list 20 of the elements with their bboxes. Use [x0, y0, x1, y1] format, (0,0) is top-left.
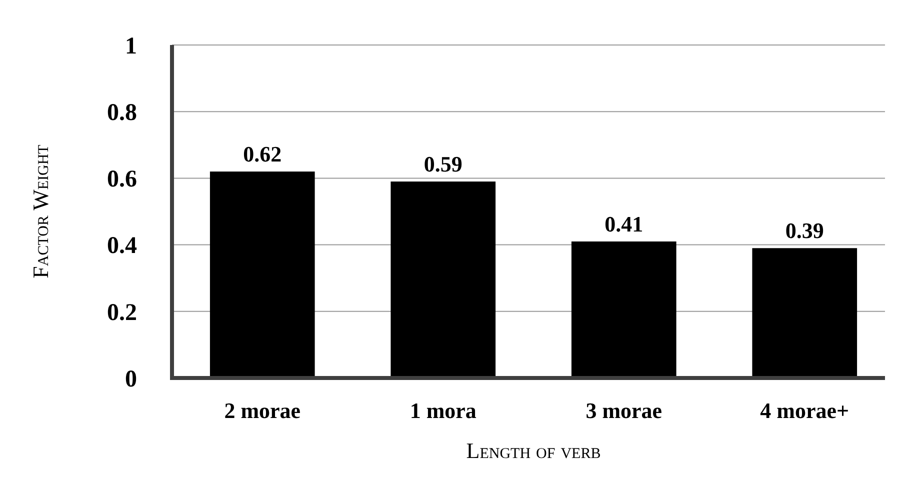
data-label: 0.59	[424, 152, 462, 177]
x-tick-label: 4 morae+	[760, 398, 850, 423]
x-tick-label: 1 mora	[410, 398, 476, 423]
x-tick-label: 2 morae	[224, 398, 301, 423]
y-tick-label: 0.6	[107, 166, 137, 193]
bar	[571, 241, 676, 378]
x-axis-title: Length of verb	[466, 438, 601, 463]
data-label: 0.39	[785, 218, 824, 244]
y-axis-title: Factor Weight	[28, 144, 53, 278]
y-tick-label: 0.2	[107, 300, 137, 326]
bar	[390, 182, 496, 378]
y-tick-label: 0.4	[107, 233, 137, 260]
bar	[210, 172, 315, 378]
y-tick-label: 0.8	[107, 100, 137, 126]
y-tick-label: 0	[125, 366, 137, 392]
bar	[752, 248, 858, 378]
y-tick-label: 1	[125, 33, 137, 60]
data-label: 0.62	[243, 142, 282, 167]
data-label: 0.41	[604, 211, 644, 236]
x-tick-label: 3 morae	[586, 398, 662, 423]
